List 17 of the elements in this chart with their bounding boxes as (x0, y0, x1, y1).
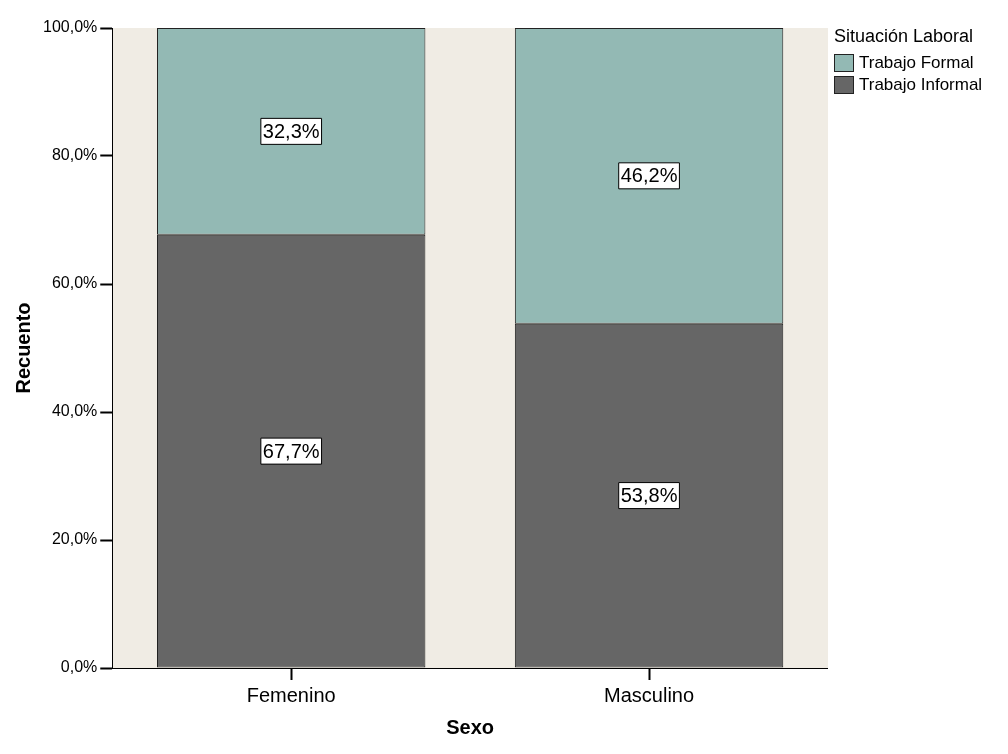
y-tick-label: 80,0% (51, 146, 98, 164)
legend-title: Situación Laboral (834, 26, 975, 47)
y-tick-label: 100,0% (43, 18, 98, 36)
legend-label: Trabajo Formal (859, 53, 974, 73)
data-label: 67,7% (262, 439, 320, 462)
y-tick-label: 0,0% (60, 658, 98, 676)
y-axis-title: Recuento (11, 302, 34, 394)
data-label: 46,2% (620, 164, 678, 187)
data-label: 32,3% (262, 119, 320, 142)
x-tick-label: Masculino (604, 683, 695, 706)
x-axis-title: Sexo (446, 715, 495, 738)
text: Trabajo Informal (859, 75, 983, 95)
data-label: 53,8% (620, 484, 678, 507)
y-tick-label: 40,0% (51, 402, 98, 420)
x-tick-label: Femenino (246, 683, 336, 706)
y-tick-label: 60,0% (51, 274, 98, 292)
y-tick-label: 20,0% (51, 530, 98, 548)
